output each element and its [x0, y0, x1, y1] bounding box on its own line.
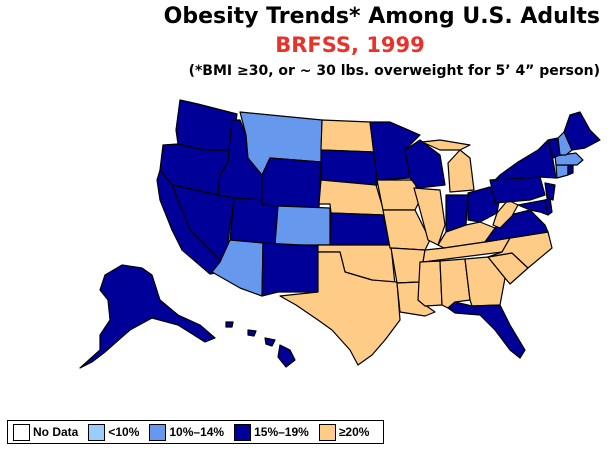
legend-item: 15%–19%: [234, 423, 309, 441]
legend-swatch: [234, 423, 252, 441]
legend-item: No Data: [13, 423, 79, 441]
legend-swatch: [318, 423, 336, 441]
state-washington: [175, 99, 238, 151]
state-kansas: [329, 212, 391, 246]
state-michigan: [447, 149, 475, 193]
state-hawaii-oahu: [247, 329, 257, 337]
state-hawaii-kauai: [225, 321, 234, 328]
map-subtitle: BRFSS, 1999: [275, 33, 425, 57]
state-michigan-up: [421, 139, 471, 151]
map-title: Obesity Trends* Among U.S. Adults: [163, 4, 600, 29]
state-south-dakota: [320, 149, 378, 186]
map-footnote: (*BMI ≥30, or ~ 30 lbs. overweight for 5…: [188, 63, 600, 79]
state-wyoming: [261, 157, 322, 209]
state-nevada: [171, 184, 235, 266]
state-rhode-island: [567, 164, 574, 176]
state-massachusetts: [554, 152, 584, 166]
legend-label: 15%–19%: [254, 425, 309, 439]
state-new-mexico: [261, 242, 321, 297]
legend-item: ≥20%: [318, 423, 370, 441]
legend-swatch: [88, 423, 106, 441]
legend-swatch: [149, 423, 167, 441]
state-pennsylvania: [489, 176, 546, 204]
state-missouri: [382, 209, 431, 251]
state-north-dakota: [320, 119, 375, 153]
legend-label: No Data: [33, 425, 79, 439]
state-iowa: [376, 179, 421, 211]
state-colorado: [274, 205, 331, 246]
state-alaska: [79, 264, 216, 369]
legend-label: 10%–14%: [169, 425, 225, 439]
legend-label: <10%: [108, 425, 140, 439]
state-mississippi: [417, 260, 443, 307]
state-wisconsin: [404, 139, 446, 189]
state-connecticut: [555, 164, 569, 179]
state-maryland: [517, 199, 549, 216]
state-new-jersey: [544, 182, 556, 201]
state-texas: [279, 251, 401, 366]
legend: No Data <10% 10%–14% 15%–19% ≥20%: [7, 420, 384, 444]
state-new-york: [494, 139, 557, 181]
legend-item: <10%: [88, 423, 140, 441]
legend-item: 10%–14%: [149, 423, 225, 441]
state-hawaii-maui: [264, 337, 276, 347]
state-hawaii-main: [277, 344, 296, 368]
state-maine: [563, 111, 601, 151]
state-utah: [229, 197, 279, 246]
legend-label: ≥20%: [338, 425, 370, 439]
state-new-hampshire: [557, 131, 573, 156]
state-florida: [447, 301, 526, 359]
legend-swatch: [13, 423, 30, 441]
